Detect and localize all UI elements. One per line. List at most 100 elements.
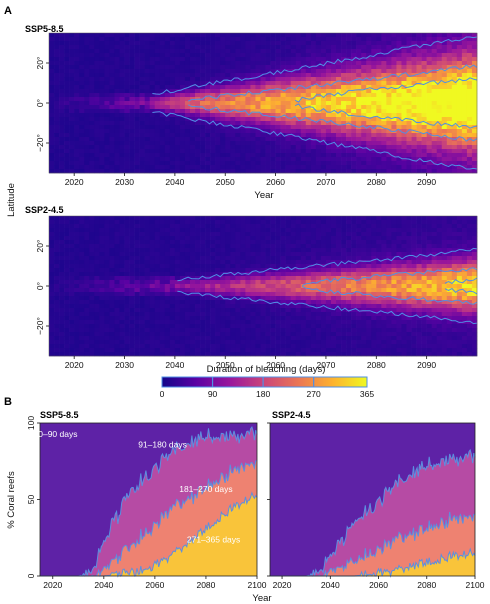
heatmap-cell xyxy=(134,324,140,329)
heatmap-cell xyxy=(54,296,60,301)
heatmap-cell xyxy=(200,344,206,349)
heatmap-cell xyxy=(346,109,352,114)
heatmap-cell xyxy=(346,73,352,78)
heatmap-cell xyxy=(124,97,130,102)
heatmap-cell xyxy=(265,288,271,293)
heatmap-cell xyxy=(205,328,211,333)
heatmap-cell xyxy=(305,69,312,74)
heatmap-cell xyxy=(225,232,231,237)
heatmap-cell xyxy=(431,161,438,166)
heatmap-cell xyxy=(290,101,297,106)
heatmap-cell xyxy=(356,61,362,66)
heatmap-cell xyxy=(245,145,251,150)
heatmap-cell xyxy=(220,133,226,138)
heatmap-cell xyxy=(129,252,135,257)
heatmap-cell xyxy=(235,312,241,317)
heatmap-cell xyxy=(74,304,80,309)
heatmap-cell xyxy=(200,320,206,325)
heatmap-cell xyxy=(270,264,276,269)
heatmap-cell xyxy=(320,77,327,82)
heatmap-cell xyxy=(280,169,286,174)
heatmap-cell xyxy=(290,224,297,229)
heatmap-cell xyxy=(89,73,95,78)
heatmap-cell xyxy=(255,260,261,265)
heatmap-cell xyxy=(280,348,286,353)
heatmap-cell xyxy=(461,89,468,94)
heatmap-cell xyxy=(310,352,317,357)
heatmap-cell xyxy=(416,125,422,130)
heatmap-cell xyxy=(104,336,110,341)
heatmap-cell xyxy=(210,117,216,122)
heatmap-cell xyxy=(285,113,291,118)
heatmap-cell xyxy=(310,73,317,78)
heatmap-cell xyxy=(79,324,85,329)
heatmap-cell xyxy=(280,232,286,237)
heatmap-cell xyxy=(250,340,256,345)
heatmap-cell xyxy=(49,264,55,269)
heatmap-cell xyxy=(275,117,281,122)
heatmap-cell xyxy=(325,336,332,341)
heatmap-cell xyxy=(64,101,70,106)
heatmap-cell xyxy=(466,53,473,58)
heatmap-cell xyxy=(386,125,392,130)
heatmap-cell xyxy=(285,89,291,94)
heatmap-cell xyxy=(164,37,171,42)
heatmap-cell xyxy=(79,77,85,82)
heatmap-cell xyxy=(341,153,347,158)
heatmap-cell xyxy=(230,61,236,66)
heatmap-cell xyxy=(270,45,276,50)
heatmap-cell xyxy=(225,45,231,50)
heatmap-cell xyxy=(149,61,156,66)
heatmap-cell xyxy=(300,81,307,86)
heatmap-cell xyxy=(74,228,80,233)
heatmap-cell xyxy=(169,45,176,50)
heatmap-cell xyxy=(79,276,85,281)
heatmap-cell xyxy=(94,33,100,38)
heatmap-cell xyxy=(320,320,327,325)
heatmap-cell xyxy=(124,260,130,265)
heatmap-cell xyxy=(235,73,241,78)
heatmap-cell xyxy=(466,125,473,130)
heatmap-cell xyxy=(109,232,115,237)
heatmap-cell xyxy=(210,129,216,134)
heatmap-cell xyxy=(240,105,246,110)
heatmap-cell xyxy=(245,224,251,229)
heatmap-cell xyxy=(396,89,402,94)
heatmap-cell xyxy=(84,288,90,293)
heatmap-cell xyxy=(79,89,85,94)
heatmap-cell xyxy=(94,53,100,58)
heatmap-cell xyxy=(310,256,317,261)
heatmap-cell xyxy=(275,348,281,353)
heatmap-cell xyxy=(124,296,130,301)
heatmap-cell xyxy=(49,41,55,46)
heatmap-cell xyxy=(164,296,171,301)
heatmap-cell xyxy=(411,93,417,98)
heatmap-cell xyxy=(94,65,100,70)
heatmap-cell xyxy=(456,73,463,78)
heatmap-cell xyxy=(119,161,125,166)
heatmap-cell xyxy=(290,77,297,82)
heatmap-cell xyxy=(320,89,327,94)
heatmap-cell xyxy=(134,33,140,38)
heatmap-cell xyxy=(174,216,181,221)
heatmap-cell xyxy=(371,33,377,38)
heatmap-cell xyxy=(371,49,377,54)
heatmap-cell xyxy=(124,37,130,42)
heatmap-cell xyxy=(114,344,120,349)
heatmap-cell xyxy=(320,141,327,146)
heatmap-cell xyxy=(84,169,90,174)
heatmap-cell xyxy=(396,169,402,174)
heatmap-cell xyxy=(205,312,211,317)
heatmap-cell xyxy=(164,228,171,233)
heatmap-cell xyxy=(84,284,90,289)
heatmap-cell xyxy=(456,169,463,174)
heatmap-cell xyxy=(195,153,201,158)
heatmap-cell xyxy=(255,284,261,289)
heatmap-cell xyxy=(396,101,402,106)
heatmap-cell xyxy=(119,81,125,86)
heatmap-cell xyxy=(315,153,322,158)
heatmap-cell xyxy=(134,312,140,317)
heatmap-cell xyxy=(351,153,357,158)
heatmap-cell xyxy=(189,276,196,281)
contour-line xyxy=(152,36,477,95)
